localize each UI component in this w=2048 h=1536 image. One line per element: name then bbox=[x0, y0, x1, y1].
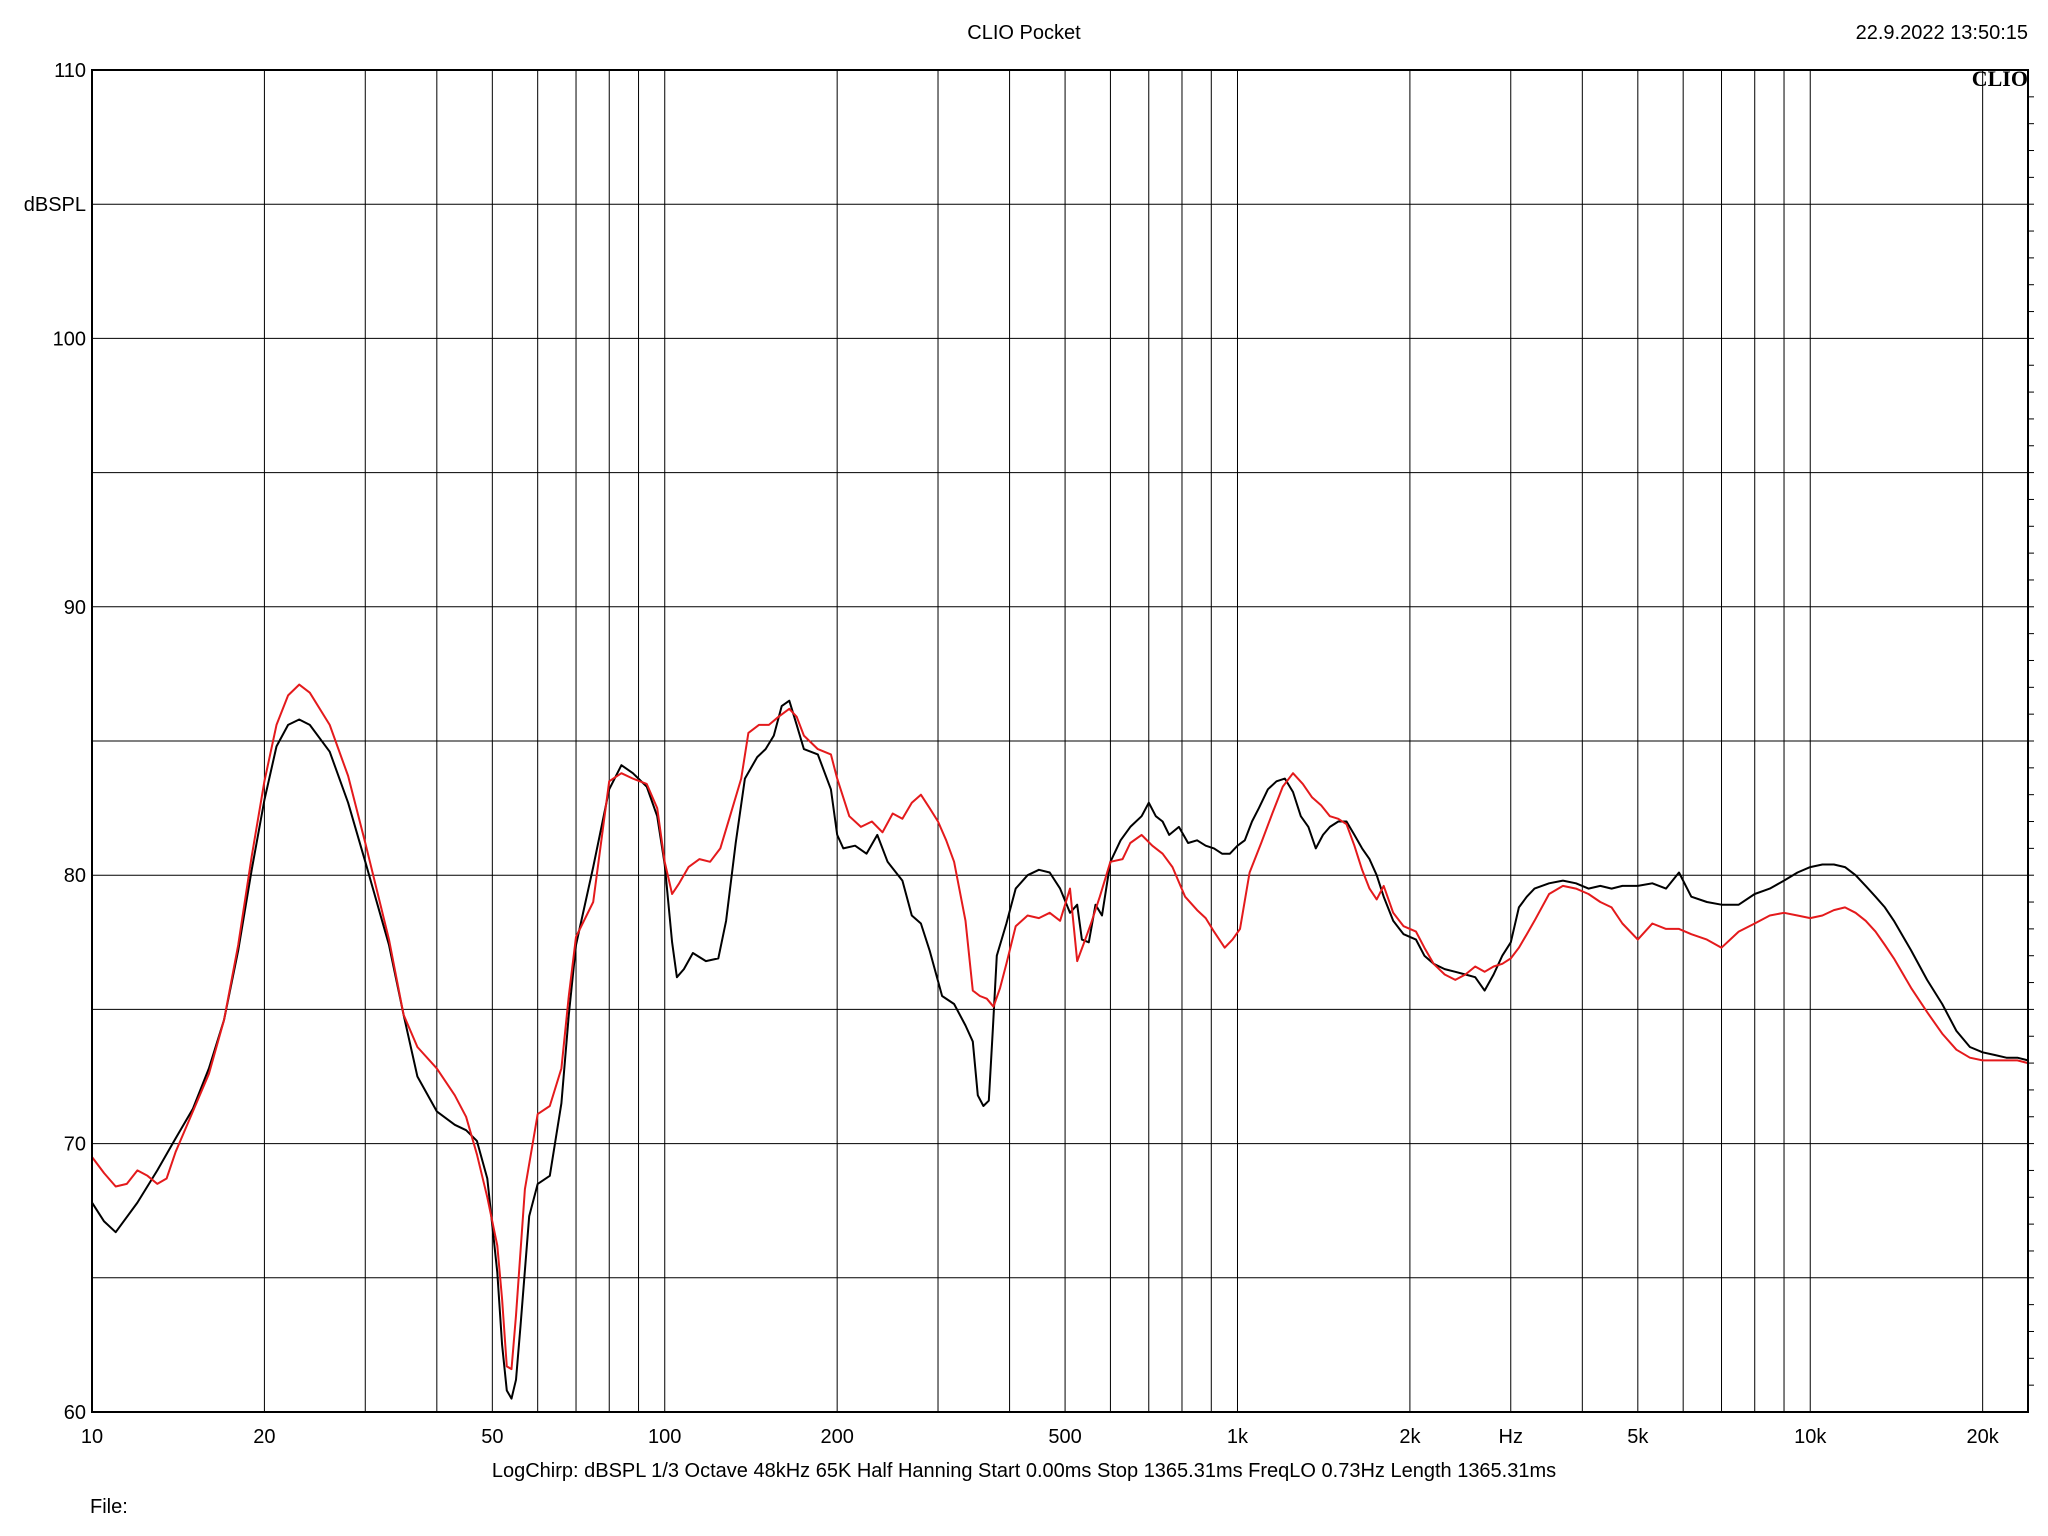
app-title: CLIO Pocket bbox=[967, 22, 1081, 44]
y-tick-label: 90 bbox=[64, 597, 86, 619]
x-tick-label: 20k bbox=[1967, 1426, 2000, 1448]
x-tick-label: 500 bbox=[1048, 1426, 1081, 1448]
file-label: File: bbox=[90, 1496, 128, 1518]
measurement-settings-line: LogChirp: dBSPL 1/3 Octave 48kHz 65K Hal… bbox=[491, 1460, 1557, 1482]
x-tick-label: 1k bbox=[1227, 1426, 1249, 1448]
x-tick-label: 200 bbox=[820, 1426, 853, 1448]
x-tick-label: 2k bbox=[1399, 1426, 1421, 1448]
grid-lines bbox=[92, 70, 2034, 1412]
y-tick-label: 70 bbox=[64, 1134, 86, 1156]
x-tick-label: 5k bbox=[1627, 1426, 1649, 1448]
plot-frame bbox=[91, 69, 2029, 1413]
y-tick-label: 60 bbox=[64, 1402, 86, 1424]
y-tick-label: 80 bbox=[64, 865, 86, 887]
x-tick-label: 100 bbox=[648, 1426, 681, 1448]
y-tick-label: 110 bbox=[54, 60, 86, 82]
x-tick-label: 10k bbox=[1794, 1426, 1827, 1448]
x-tick-label: 20 bbox=[253, 1426, 275, 1448]
x-tick-label: 10 bbox=[81, 1426, 103, 1448]
axis-labels: 60 70 80 90 100 110 10 20 50 100 200 500 1k 2k 5k 10k 20… bbox=[24, 60, 2000, 1448]
y-tick-label: 100 bbox=[53, 328, 86, 350]
series-layer bbox=[91, 683, 2029, 1400]
x-axis-label: Hz bbox=[1499, 1426, 1523, 1448]
x-tick-label: 50 bbox=[481, 1426, 503, 1448]
y-axis-label: dBSPL bbox=[24, 194, 86, 216]
timestamp: 22.9.2022 13:50:15 bbox=[1855, 22, 2028, 44]
series-line-1 bbox=[91, 699, 2029, 1400]
series-line-2 bbox=[91, 683, 2029, 1371]
